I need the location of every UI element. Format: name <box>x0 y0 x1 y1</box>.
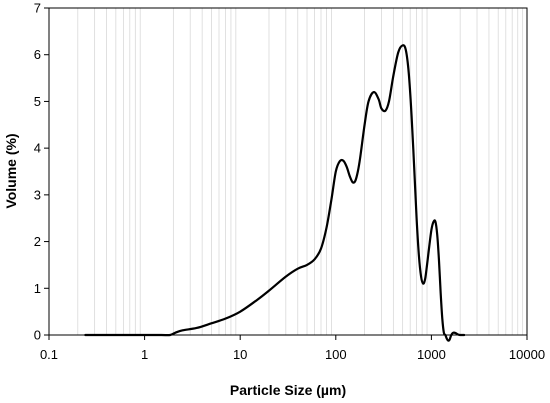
y-tick-label: 2 <box>34 234 41 249</box>
grid-lines <box>77 8 524 335</box>
x-tick-label: 100 <box>325 347 347 362</box>
y-tick-label: 5 <box>34 94 41 109</box>
y-tick-label: 7 <box>34 1 41 16</box>
y-tick-label: 6 <box>34 47 41 62</box>
y-tick-labels: 0 1 2 3 4 5 6 7 <box>34 1 41 343</box>
x-tick-labels: 0.1 1 10 100 1000 10000 <box>40 347 545 362</box>
y-tick-label: 0 <box>34 328 41 343</box>
x-axis-title: Particle Size (µm) <box>230 382 346 398</box>
y-tick-label: 1 <box>34 281 41 296</box>
x-tick-label: 0.1 <box>40 347 58 362</box>
x-tick-label: 10000 <box>509 347 545 362</box>
y-tick-label: 4 <box>34 141 41 156</box>
y-tick-label: 3 <box>34 187 41 202</box>
x-tick-label: 1 <box>141 347 148 362</box>
series-line <box>84 44 466 342</box>
x-tick-label: 10 <box>233 347 247 362</box>
x-tick-label: 1000 <box>417 347 446 362</box>
y-axis-title: Volume (%) <box>3 133 19 208</box>
plot-frame <box>48 7 528 336</box>
